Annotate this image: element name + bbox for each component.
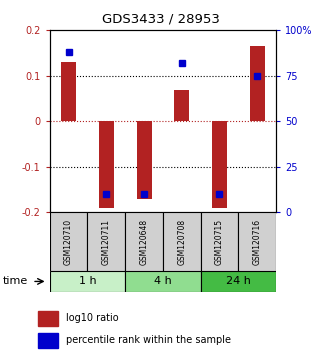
Bar [125,212,163,271]
Bar [61,62,76,121]
Text: GSM120715: GSM120715 [215,218,224,265]
Bar [238,212,276,271]
Bar [87,212,125,271]
Bar [38,311,57,326]
Bar [50,212,87,271]
Text: GSM120648: GSM120648 [140,218,149,265]
Bar [50,271,125,292]
Bar [212,121,227,208]
Bar [99,121,114,208]
Text: 1 h: 1 h [79,276,96,286]
Text: GSM120708: GSM120708 [177,218,186,265]
Bar [174,90,189,121]
Bar [136,121,152,199]
Bar [38,333,57,348]
Text: log10 ratio: log10 ratio [66,313,119,323]
Text: GSM120711: GSM120711 [102,219,111,264]
Bar [201,271,276,292]
Text: GDS3433 / 28953: GDS3433 / 28953 [101,12,220,25]
Text: 24 h: 24 h [226,276,251,286]
Bar [201,212,238,271]
Bar [163,212,201,271]
Text: time: time [3,276,29,286]
Bar [125,271,201,292]
Bar [250,46,265,121]
Text: GSM120710: GSM120710 [64,218,73,265]
Text: GSM120716: GSM120716 [253,218,262,265]
Text: percentile rank within the sample: percentile rank within the sample [66,335,231,345]
Text: 4 h: 4 h [154,276,172,286]
